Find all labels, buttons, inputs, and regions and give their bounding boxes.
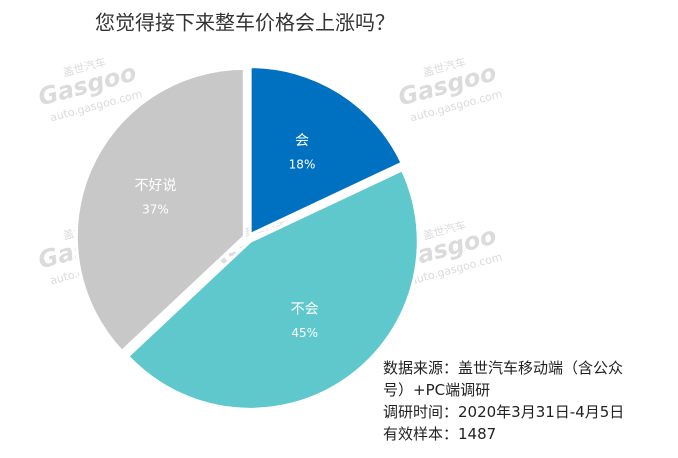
slice-label: 会 <box>295 133 309 149</box>
value-label: 45% <box>291 326 318 340</box>
pie-slice <box>125 167 420 411</box>
pie-slice <box>248 65 405 237</box>
value-label: 18% <box>289 157 316 171</box>
value-label: 37% <box>142 202 169 216</box>
slice-label: 不会 <box>291 301 319 317</box>
chart-title: 您觉得接下来整车价格会上涨吗？ <box>95 11 395 35</box>
slice-label: 不好说 <box>134 178 176 194</box>
source-note: 数据来源：盖世汽车移动端（含公众号）+PC端调研调研时间：2020年3月31日-… <box>383 357 645 445</box>
note-line: 调研时间：2020年3月31日-4月5日 <box>383 403 625 421</box>
note-line: 有效样本：1487 <box>383 425 497 443</box>
note-line: 数据来源：盖世汽车移动端（含公众号）+PC端调研 <box>383 359 624 399</box>
pie-slice <box>74 66 246 354</box>
